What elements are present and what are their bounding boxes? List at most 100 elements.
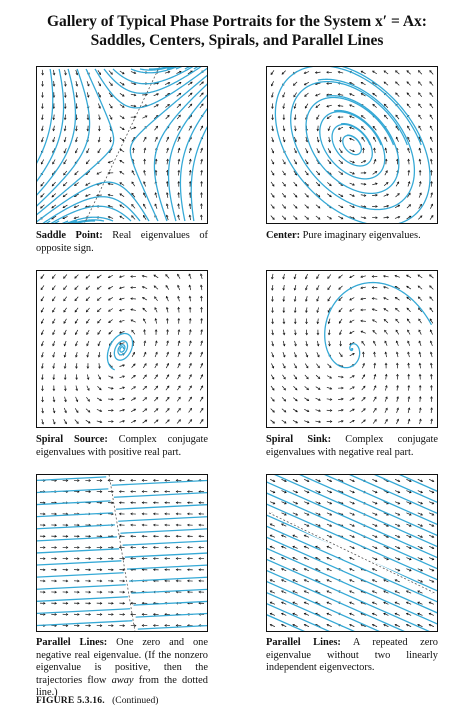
direction-arrowhead <box>418 318 421 322</box>
direction-arrow <box>360 183 366 185</box>
direction-arrowhead <box>51 183 55 187</box>
direction-arrow <box>142 408 147 413</box>
direction-arrow <box>294 340 297 346</box>
direction-arrowhead <box>318 479 321 483</box>
direction-arrow <box>360 298 366 300</box>
direction-arrowhead <box>282 288 286 291</box>
direction-arrowhead <box>271 354 275 358</box>
direction-arrow <box>52 419 56 425</box>
direction-arrowhead <box>64 399 67 403</box>
direction-arrow <box>315 579 321 583</box>
direction-arrowhead <box>167 114 170 118</box>
direction-arrowhead <box>316 276 319 280</box>
direction-arrowhead <box>417 623 420 627</box>
direction-arrowhead <box>352 149 355 153</box>
direction-arrow <box>383 182 389 186</box>
caption-heading: Spiral Source: <box>36 434 108 445</box>
direction-arrowhead <box>75 72 79 76</box>
direction-arrow <box>97 81 101 86</box>
direction-arrow <box>41 329 44 335</box>
direction-arrow <box>292 408 298 413</box>
direction-arrow <box>326 501 332 505</box>
direction-arrow <box>143 148 146 154</box>
direction-arrow <box>338 479 344 482</box>
direction-arrow <box>338 126 344 130</box>
direction-arrow <box>270 613 276 616</box>
direction-arrow <box>97 329 102 335</box>
direction-arrow <box>428 557 434 560</box>
direction-arrow <box>293 81 298 86</box>
direction-arrowhead <box>429 340 433 344</box>
direction-arrowhead <box>143 214 146 218</box>
direction-arrowhead <box>326 601 330 605</box>
direction-arrowhead <box>373 385 377 388</box>
direction-arrowhead <box>407 351 410 355</box>
direction-arrow <box>271 81 274 87</box>
direction-arrowhead <box>429 125 433 129</box>
direction-arrow <box>64 136 67 142</box>
direction-arrowhead <box>431 568 435 572</box>
direction-arrow <box>360 624 366 627</box>
direction-arrow <box>383 275 389 278</box>
direction-arrowhead <box>133 104 137 108</box>
direction-arrow <box>154 307 158 313</box>
direction-arrow <box>373 351 376 358</box>
direction-arrow <box>395 125 400 131</box>
direction-arrow <box>372 92 377 97</box>
direction-arrowhead <box>349 275 352 279</box>
direction-arrowhead <box>87 399 90 402</box>
direction-arrowhead <box>337 115 341 119</box>
direction-arrowhead <box>362 147 365 151</box>
direction-arrowhead <box>156 104 159 107</box>
direction-arrowhead <box>420 568 423 572</box>
direction-arrow <box>317 340 319 347</box>
direction-arrowhead <box>405 601 409 605</box>
direction-arrowhead <box>87 410 91 413</box>
direction-arrowhead <box>360 308 363 312</box>
direction-arrow <box>384 419 388 424</box>
direction-arrow <box>53 114 55 120</box>
trajectory-line <box>116 504 207 510</box>
direction-arrowhead <box>165 306 169 310</box>
direction-arrowhead <box>153 274 156 278</box>
direction-arrowhead <box>189 103 193 107</box>
trajectory-curve <box>71 219 105 223</box>
direction-arrow <box>383 308 389 312</box>
direction-arrow <box>316 307 319 313</box>
direction-arrow <box>108 274 114 278</box>
direction-arrow <box>395 204 400 208</box>
direction-arrowhead <box>63 117 67 121</box>
direction-arrow <box>360 205 366 208</box>
spiral-sink-plot <box>270 273 434 425</box>
direction-arrowhead <box>201 81 204 84</box>
direction-arrow <box>119 215 125 220</box>
direction-arrowhead <box>406 103 410 107</box>
direction-arrow <box>119 137 125 142</box>
direction-arrowhead <box>371 297 375 300</box>
direction-arrowhead <box>271 310 274 314</box>
direction-arrow <box>429 114 434 120</box>
direction-arrowhead <box>175 490 179 493</box>
direction-arrow <box>349 613 355 616</box>
direction-arrowhead <box>74 309 78 313</box>
direction-arrow <box>166 148 169 154</box>
direction-arrowhead <box>177 273 180 277</box>
direction-arrowhead <box>41 95 44 98</box>
direction-arrowhead <box>360 319 363 323</box>
direction-arrow <box>108 375 114 379</box>
direction-arrow <box>97 307 102 312</box>
direction-arrow <box>406 204 411 209</box>
direction-arrowhead <box>144 136 147 140</box>
direction-arrow <box>132 159 135 165</box>
direction-arrowhead <box>303 568 307 571</box>
caption-text-end: from the dotted line.) <box>36 674 208 699</box>
direction-arrow <box>372 408 377 413</box>
direction-arrowhead <box>317 354 320 358</box>
direction-arrowhead <box>54 512 58 516</box>
direction-arrowhead <box>200 169 203 173</box>
direction-arrowhead <box>110 83 113 86</box>
direction-arrowhead <box>152 512 156 516</box>
direction-arrow <box>270 590 276 594</box>
direction-arrowhead <box>98 117 101 121</box>
direction-arrowhead <box>99 479 103 482</box>
